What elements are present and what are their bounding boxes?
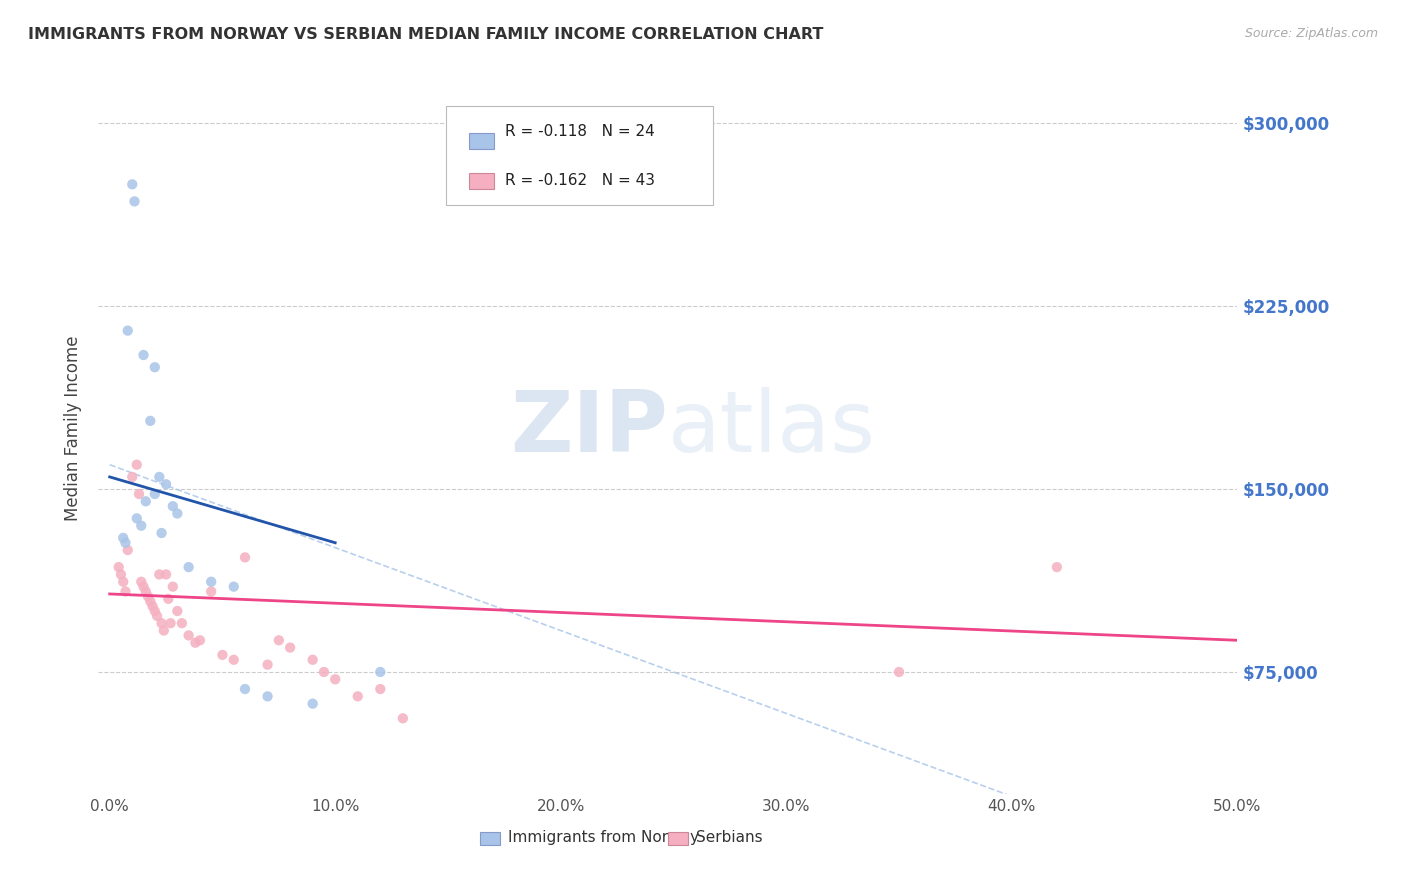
Point: [200, 584, 222, 599]
Point: [177, 560, 200, 574]
Point: [211, 648, 233, 662]
Point: [125, 458, 148, 472]
Point: [114, 535, 136, 549]
Point: [128, 487, 150, 501]
Point: [159, 616, 181, 631]
Point: [132, 580, 155, 594]
Point: [129, 518, 152, 533]
Point: [155, 477, 177, 491]
Point: [129, 574, 152, 589]
Point: [222, 580, 245, 594]
Point: [121, 178, 143, 192]
Point: [301, 653, 323, 667]
Point: [256, 690, 278, 704]
Point: [312, 665, 335, 679]
Bar: [468, 173, 494, 189]
Point: [155, 567, 177, 582]
Text: R = -0.162   N = 43: R = -0.162 N = 43: [505, 173, 655, 188]
Point: [135, 494, 157, 508]
Point: [125, 511, 148, 525]
Point: [136, 590, 159, 604]
Point: [139, 594, 162, 608]
Point: [107, 560, 129, 574]
Point: [1046, 560, 1069, 574]
Y-axis label: Median Family Income: Median Family Income: [65, 335, 83, 521]
Point: [143, 604, 166, 618]
Point: [112, 531, 135, 545]
Text: Source: ZipAtlas.com: Source: ZipAtlas.com: [1244, 27, 1378, 40]
Point: [188, 633, 211, 648]
Point: [887, 665, 910, 679]
Point: [170, 616, 193, 631]
Point: [114, 584, 136, 599]
Text: Serbians: Serbians: [696, 830, 763, 846]
Point: [200, 574, 222, 589]
Point: [184, 636, 207, 650]
Point: [132, 348, 155, 362]
Bar: [668, 832, 689, 845]
Point: [278, 640, 301, 655]
Point: [143, 360, 166, 375]
Text: ZIP: ZIP: [510, 386, 668, 470]
Point: [150, 616, 173, 631]
Point: [141, 599, 163, 614]
Point: [346, 690, 368, 704]
Point: [256, 657, 278, 672]
Point: [148, 470, 170, 484]
Point: [143, 487, 166, 501]
Point: [162, 499, 184, 513]
Point: [146, 608, 169, 623]
Point: [233, 550, 256, 565]
Text: R = -0.118   N = 24: R = -0.118 N = 24: [505, 124, 655, 139]
Point: [157, 591, 180, 606]
Point: [110, 567, 132, 582]
Point: [166, 604, 188, 618]
Text: IMMIGRANTS FROM NORWAY VS SERBIAN MEDIAN FAMILY INCOME CORRELATION CHART: IMMIGRANTS FROM NORWAY VS SERBIAN MEDIAN…: [28, 27, 824, 42]
Point: [153, 624, 176, 638]
Point: [162, 580, 184, 594]
Point: [323, 673, 346, 687]
Point: [148, 567, 170, 582]
Point: [150, 526, 173, 541]
Point: [222, 653, 245, 667]
Point: [117, 324, 139, 338]
Point: [233, 681, 256, 696]
Point: [117, 543, 139, 558]
Point: [177, 628, 200, 642]
Point: [392, 711, 415, 725]
Point: [135, 584, 157, 599]
Point: [301, 697, 323, 711]
Point: [368, 665, 391, 679]
Text: Immigrants from Norway: Immigrants from Norway: [509, 830, 699, 846]
Point: [267, 633, 290, 648]
Point: [368, 681, 391, 696]
Point: [166, 507, 188, 521]
Point: [124, 194, 146, 209]
FancyBboxPatch shape: [446, 106, 713, 205]
Point: [139, 414, 162, 428]
Bar: [479, 832, 501, 845]
Bar: [468, 133, 494, 149]
Text: atlas: atlas: [668, 386, 876, 470]
Point: [112, 574, 135, 589]
Point: [121, 470, 143, 484]
